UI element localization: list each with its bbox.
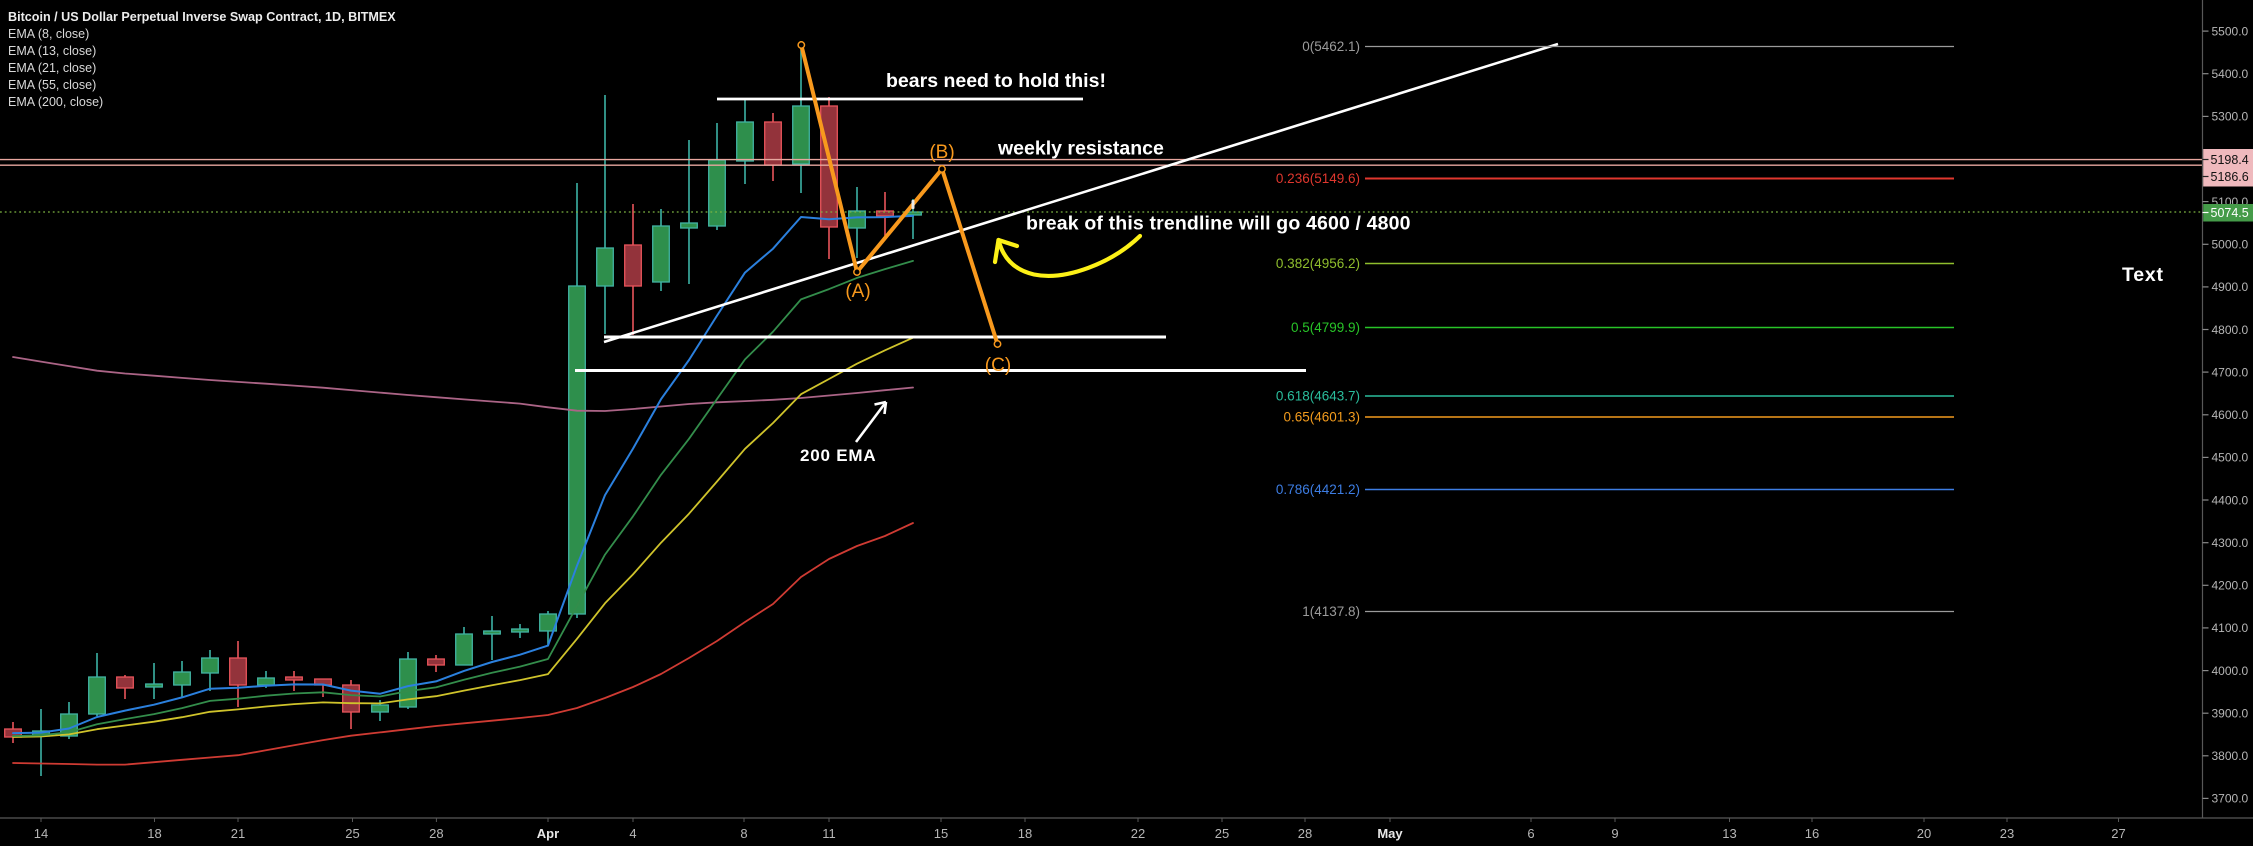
svg-text:5186.6: 5186.6 bbox=[2211, 170, 2249, 184]
svg-text:May: May bbox=[1377, 826, 1403, 841]
svg-text:4: 4 bbox=[629, 826, 636, 841]
svg-text:4100.0: 4100.0 bbox=[2212, 621, 2249, 635]
svg-text:14: 14 bbox=[34, 826, 48, 841]
svg-text:18: 18 bbox=[1018, 826, 1032, 841]
svg-text:4700.0: 4700.0 bbox=[2212, 365, 2249, 379]
svg-text:5074.5: 5074.5 bbox=[2211, 206, 2249, 220]
svg-text:4300.0: 4300.0 bbox=[2212, 536, 2249, 550]
svg-text:8: 8 bbox=[740, 826, 747, 841]
svg-text:0.65(4601.3): 0.65(4601.3) bbox=[1283, 410, 1360, 425]
svg-text:5300.0: 5300.0 bbox=[2212, 110, 2249, 124]
svg-text:break of this trendline will g: break of this trendline will go 4600 / 4… bbox=[1026, 213, 1411, 235]
svg-text:28: 28 bbox=[429, 826, 443, 841]
svg-text:EMA (21, close): EMA (21, close) bbox=[8, 61, 96, 75]
svg-text:18: 18 bbox=[147, 826, 161, 841]
svg-text:Apr: Apr bbox=[537, 826, 559, 841]
svg-text:13: 13 bbox=[1722, 826, 1736, 841]
svg-text:25: 25 bbox=[1215, 826, 1229, 841]
svg-text:weekly resistance: weekly resistance bbox=[997, 138, 1164, 160]
svg-text:(A): (A) bbox=[845, 281, 870, 302]
svg-text:4800.0: 4800.0 bbox=[2212, 323, 2249, 337]
svg-text:0.382(4956.2): 0.382(4956.2) bbox=[1276, 256, 1360, 271]
svg-text:0.236(5149.6): 0.236(5149.6) bbox=[1276, 171, 1360, 186]
svg-text:4500.0: 4500.0 bbox=[2212, 451, 2249, 465]
svg-text:Bitcoin / US Dollar Perpetual: Bitcoin / US Dollar Perpetual Inverse Sw… bbox=[8, 10, 396, 24]
svg-text:11: 11 bbox=[822, 826, 836, 841]
svg-text:5198.4: 5198.4 bbox=[2211, 153, 2249, 167]
svg-text:Text: Text bbox=[2122, 264, 2164, 286]
svg-text:0.786(4421.2): 0.786(4421.2) bbox=[1276, 482, 1360, 497]
svg-text:9: 9 bbox=[1611, 826, 1618, 841]
svg-text:21: 21 bbox=[231, 826, 245, 841]
svg-text:28: 28 bbox=[1298, 826, 1312, 841]
svg-text:(B): (B) bbox=[929, 142, 954, 163]
svg-text:27: 27 bbox=[2111, 826, 2125, 841]
svg-text:bears need to hold this!: bears need to hold this! bbox=[886, 70, 1106, 92]
svg-text:3900.0: 3900.0 bbox=[2212, 707, 2249, 721]
svg-text:3800.0: 3800.0 bbox=[2212, 749, 2249, 763]
svg-text:EMA (13, close): EMA (13, close) bbox=[8, 44, 96, 58]
svg-text:1(4137.8): 1(4137.8) bbox=[1302, 604, 1360, 619]
svg-text:25: 25 bbox=[345, 826, 359, 841]
svg-text:20: 20 bbox=[1917, 826, 1931, 841]
svg-text:(C): (C) bbox=[985, 355, 1011, 376]
svg-text:EMA (8, close): EMA (8, close) bbox=[8, 27, 89, 41]
svg-text:5500.0: 5500.0 bbox=[2212, 24, 2249, 38]
svg-text:4400.0: 4400.0 bbox=[2212, 493, 2249, 507]
svg-text:4000.0: 4000.0 bbox=[2212, 664, 2249, 678]
svg-text:5400.0: 5400.0 bbox=[2212, 67, 2249, 81]
svg-text:4600.0: 4600.0 bbox=[2212, 408, 2249, 422]
svg-text:23: 23 bbox=[2000, 826, 2014, 841]
svg-text:0.5(4799.9): 0.5(4799.9) bbox=[1291, 320, 1360, 335]
svg-text:4900.0: 4900.0 bbox=[2212, 280, 2249, 294]
svg-text:EMA (200, close): EMA (200, close) bbox=[8, 95, 103, 109]
svg-text:3700.0: 3700.0 bbox=[2212, 792, 2249, 806]
svg-text:200 EMA: 200 EMA bbox=[800, 446, 876, 465]
svg-text:15: 15 bbox=[934, 826, 948, 841]
svg-text:0.618(4643.7): 0.618(4643.7) bbox=[1276, 389, 1360, 404]
svg-text:6: 6 bbox=[1527, 826, 1534, 841]
svg-text:0(5462.1): 0(5462.1) bbox=[1302, 39, 1360, 54]
svg-text:4200.0: 4200.0 bbox=[2212, 579, 2249, 593]
svg-text:16: 16 bbox=[1805, 826, 1819, 841]
svg-text:EMA (55, close): EMA (55, close) bbox=[8, 78, 96, 92]
svg-text:5000.0: 5000.0 bbox=[2212, 238, 2249, 252]
svg-text:22: 22 bbox=[1131, 826, 1145, 841]
